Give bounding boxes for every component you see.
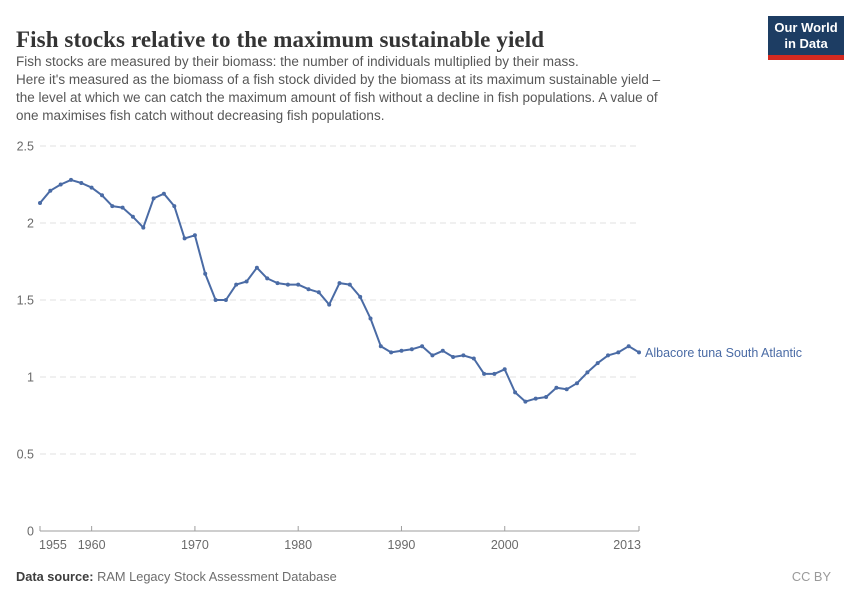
data-point <box>502 367 507 372</box>
data-point <box>130 214 135 219</box>
y-axis-tick-label: 1.5 <box>17 294 34 308</box>
series-end-label: Albacore tuna South Atlantic <box>645 346 803 360</box>
data-point <box>626 344 631 349</box>
data-point <box>234 282 239 287</box>
owid-logo-line2: in Data <box>784 36 828 51</box>
data-point <box>430 353 435 358</box>
y-axis-tick-label: 0 <box>27 525 34 539</box>
owid-logo-line1: Our World <box>774 20 838 35</box>
data-point <box>637 350 641 355</box>
data-point <box>69 177 73 182</box>
subtitle-line: the level at which we can catch the maxi… <box>16 90 658 105</box>
data-point <box>285 282 290 287</box>
data-point <box>544 395 549 399</box>
subtitle-line: one maximises fish catch without decreas… <box>16 108 385 123</box>
subtitle-line: Fish stocks are measured by their biomas… <box>16 54 579 69</box>
data-point <box>399 348 404 353</box>
data-point <box>296 282 301 287</box>
data-point <box>79 181 84 185</box>
chart-subtitle: Fish stocks are measured by their biomas… <box>16 53 756 125</box>
data-source-label: Data source: <box>16 569 94 584</box>
data-point <box>306 287 311 292</box>
data-point <box>337 281 342 286</box>
data-point <box>203 271 208 276</box>
x-axis-tick-label: 1960 <box>78 538 106 552</box>
data-point <box>244 279 249 284</box>
data-point <box>606 353 610 358</box>
data-point <box>513 390 518 395</box>
data-point <box>275 281 280 286</box>
data-point <box>564 387 569 392</box>
y-axis-tick-label: 1 <box>27 371 34 385</box>
x-axis-tick-label: 1970 <box>181 538 209 552</box>
y-axis-tick-label: 2 <box>27 217 34 231</box>
data-point <box>110 204 115 209</box>
data-point <box>58 182 63 187</box>
data-source-value: RAM Legacy Stock Assessment Database <box>93 569 337 584</box>
data-point <box>451 355 456 359</box>
data-point <box>161 191 166 196</box>
y-axis-tick-label: 2.5 <box>17 140 34 154</box>
data-point <box>265 276 270 281</box>
data-point <box>48 188 53 193</box>
data-point <box>595 361 600 366</box>
data-point <box>420 344 425 349</box>
data-point <box>461 353 466 358</box>
data-point <box>192 233 197 238</box>
data-point <box>389 350 394 355</box>
data-point <box>89 185 94 190</box>
subtitle-line: Here it's measured as the biomass of a f… <box>16 72 661 87</box>
y-axis-tick-label: 0.5 <box>17 448 34 462</box>
license-link[interactable]: CC BY <box>791 569 831 584</box>
data-point <box>492 371 497 376</box>
data-point <box>100 193 104 198</box>
data-point <box>575 381 579 386</box>
data-point <box>254 265 259 270</box>
x-axis-tick-label: 1990 <box>388 538 416 552</box>
data-point <box>172 204 177 209</box>
data-point <box>327 302 332 307</box>
data-point <box>120 205 125 210</box>
data-point <box>141 225 146 230</box>
data-source: Data source: RAM Legacy Stock Assessment… <box>16 569 337 584</box>
x-axis-tick-label: 2000 <box>491 538 519 552</box>
x-axis-tick-label: 2013 <box>613 538 641 552</box>
data-point <box>616 350 621 355</box>
data-point <box>585 370 590 375</box>
x-axis-tick-label: 1980 <box>284 538 312 552</box>
data-point <box>471 356 476 361</box>
page-title: Fish stocks relative to the maximum sust… <box>16 27 545 53</box>
data-point <box>223 298 228 302</box>
data-point <box>38 201 42 205</box>
x-axis-tick-label: 1955 <box>39 538 67 552</box>
data-point <box>347 282 352 287</box>
data-point <box>316 290 321 295</box>
owid-logo[interactable]: Our World in Data <box>768 16 844 60</box>
data-point <box>533 396 538 401</box>
data-point <box>368 316 373 321</box>
data-point <box>409 347 414 352</box>
data-point <box>151 196 156 201</box>
data-point <box>554 385 559 390</box>
data-point <box>523 399 528 404</box>
data-point <box>482 371 487 376</box>
data-point <box>182 236 187 241</box>
data-point <box>213 298 218 302</box>
data-point <box>440 348 445 353</box>
data-point <box>358 294 363 299</box>
data-point <box>378 344 383 349</box>
series-line <box>39 178 640 403</box>
